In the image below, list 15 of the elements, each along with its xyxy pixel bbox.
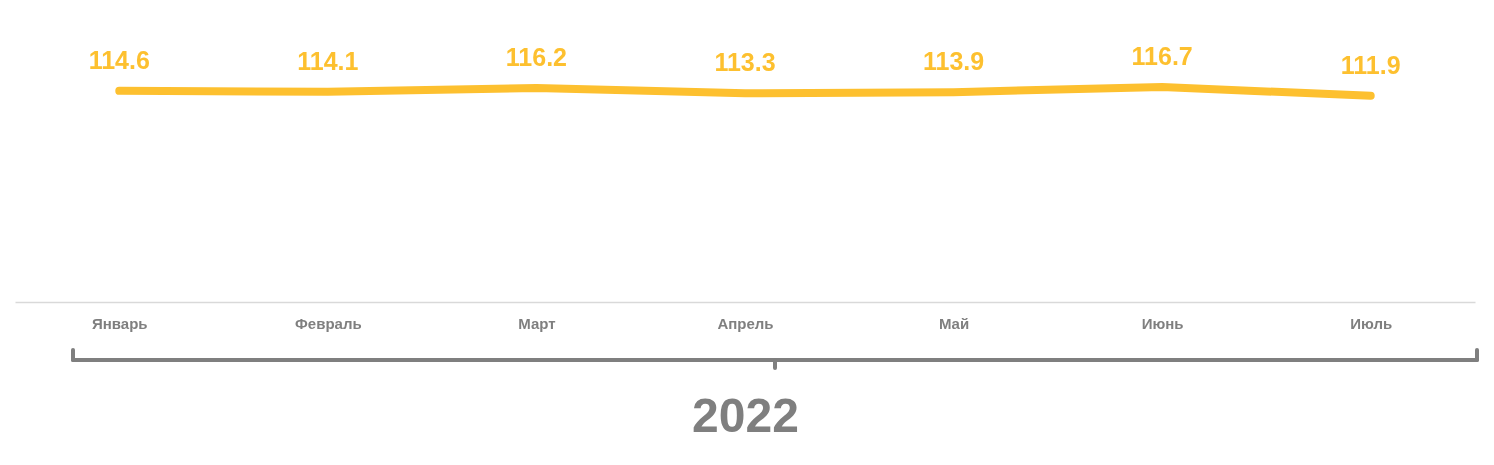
data-label: 113.3 (714, 48, 776, 77)
x-tick-label: Май (938, 314, 970, 332)
data-label: 113.9 (922, 47, 985, 76)
x-axis-title: 2022 (692, 388, 799, 442)
x-tick-label: Июнь (1141, 314, 1184, 332)
data-label: 116.2 (505, 42, 568, 71)
data-label: 116.7 (1131, 42, 1193, 70)
x-tick-label: Февраль (295, 314, 362, 332)
x-tick-label: Апрель (717, 314, 774, 332)
data-label: 114.1 (297, 46, 359, 75)
data-label: 111.9 (1340, 50, 1401, 79)
x-tick-label: Январь (91, 314, 148, 332)
x-tick-label: Июль (1350, 314, 1393, 332)
data-label: 114.6 (88, 45, 150, 74)
x-tick-label: Март (518, 314, 556, 332)
